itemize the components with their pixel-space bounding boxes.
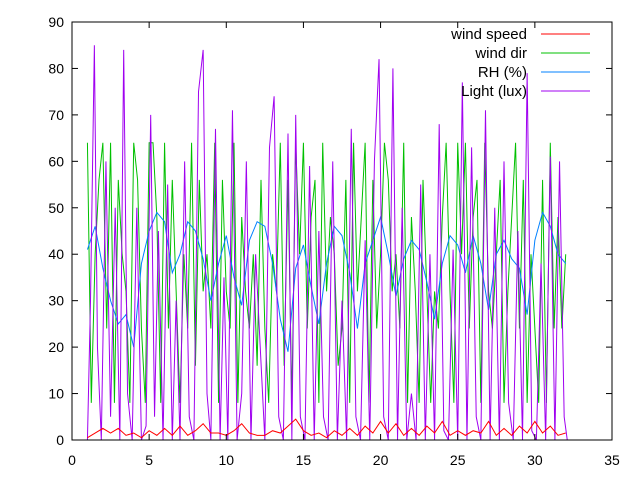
- legend: wind speed wind dir RH (%) Light (lux): [450, 26, 590, 100]
- y-tick-label: 40: [48, 246, 64, 262]
- x-tick-label: 35: [604, 452, 620, 468]
- y-tick-label: 70: [48, 107, 64, 123]
- x-tick-label: 5: [145, 452, 153, 468]
- x-tick-label: 15: [296, 452, 312, 468]
- series-line-wind-speed: [87, 418, 566, 439]
- series-layer: [86, 45, 568, 441]
- x-tick-label: 20: [373, 452, 389, 468]
- series-line-light-lux: [86, 45, 568, 441]
- y-tick-label: 80: [48, 60, 64, 76]
- x-tick-label: 10: [218, 452, 234, 468]
- series-line-wind-dir: [86, 142, 567, 403]
- y-tick-label: 10: [48, 386, 64, 402]
- x-tick-label: 25: [450, 452, 466, 468]
- legend-label-wind-dir: wind dir: [474, 45, 527, 62]
- axis-ticks: 0 5 10 15 20 25 30 35 0 10 20 30 40 50 60 70 80 90: [48, 14, 620, 468]
- legend-label-wind-speed: wind speed: [450, 26, 527, 43]
- legend-label-rh: RH (%): [478, 64, 527, 81]
- y-tick-label: 0: [56, 432, 64, 448]
- x-tick-label: 0: [68, 452, 76, 468]
- y-tick-label: 50: [48, 200, 64, 216]
- y-tick-label: 30: [48, 293, 64, 309]
- x-tick-label: 30: [527, 452, 543, 468]
- y-tick-label: 60: [48, 153, 64, 169]
- plot-frame: [71, 21, 613, 441]
- legend-label-light-lux: Light (lux): [461, 83, 527, 100]
- y-tick-label: 90: [48, 14, 64, 30]
- y-tick-label: 20: [48, 339, 64, 355]
